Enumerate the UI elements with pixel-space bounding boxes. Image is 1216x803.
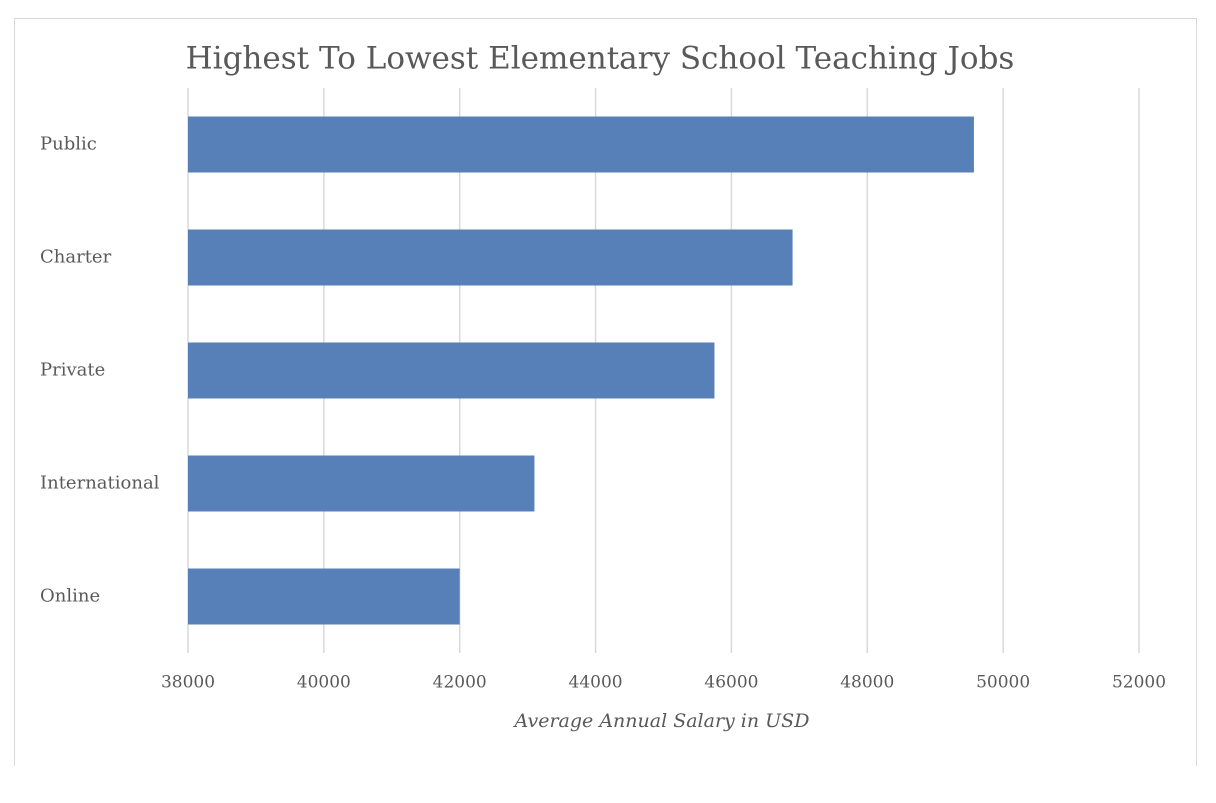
y-tick-label: Charter [40, 247, 112, 268]
bottom-cover [0, 766, 1216, 799]
x-tick-label: 44000 [569, 673, 623, 693]
x-axis-title: Average Annual Salary in USD [513, 710, 810, 732]
bar [188, 455, 535, 512]
y-tick-label: Online [40, 586, 100, 607]
bar [188, 116, 974, 173]
x-tick-label: 46000 [704, 673, 758, 693]
x-tick-label: 52000 [1112, 673, 1166, 693]
y-tick-label: International [40, 473, 160, 494]
x-tick-label: 40000 [297, 673, 351, 693]
chart-title: Highest To Lowest Elementary School Teac… [186, 41, 1015, 77]
y-tick-label: Private [40, 360, 105, 381]
bar [188, 342, 715, 399]
x-tick-label: 50000 [976, 673, 1030, 693]
x-tick-label: 38000 [161, 673, 215, 693]
bar [188, 568, 460, 625]
x-tick-label: 42000 [433, 673, 487, 693]
x-tick-label: 48000 [840, 673, 894, 693]
bar [188, 229, 793, 286]
y-tick-label: Public [40, 134, 97, 155]
